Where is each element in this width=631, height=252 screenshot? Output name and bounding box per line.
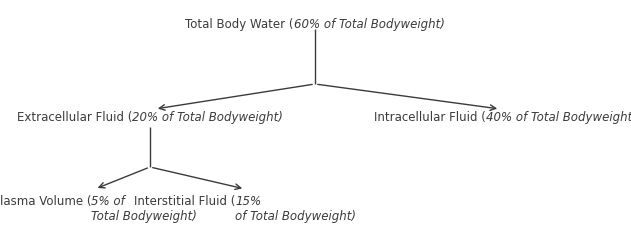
Text: Plasma Volume (: Plasma Volume ( xyxy=(0,194,91,207)
Text: Total Body Water (: Total Body Water ( xyxy=(186,18,294,31)
Text: 15%
of Total Bodyweight): 15% of Total Bodyweight) xyxy=(235,194,356,222)
Text: Intracellular Fluid (: Intracellular Fluid ( xyxy=(374,111,485,124)
Text: 20% of Total Bodyweight): 20% of Total Bodyweight) xyxy=(133,111,283,124)
Text: 5% of
Total Bodyweight): 5% of Total Bodyweight) xyxy=(91,194,197,222)
Text: Extracellular Fluid (: Extracellular Fluid ( xyxy=(17,111,133,124)
Text: 60% of Total Bodyweight): 60% of Total Bodyweight) xyxy=(294,18,445,31)
Text: 40% of Total Bodyweight): 40% of Total Bodyweight) xyxy=(485,111,631,124)
Text: Interstitial Fluid (: Interstitial Fluid ( xyxy=(134,194,235,207)
